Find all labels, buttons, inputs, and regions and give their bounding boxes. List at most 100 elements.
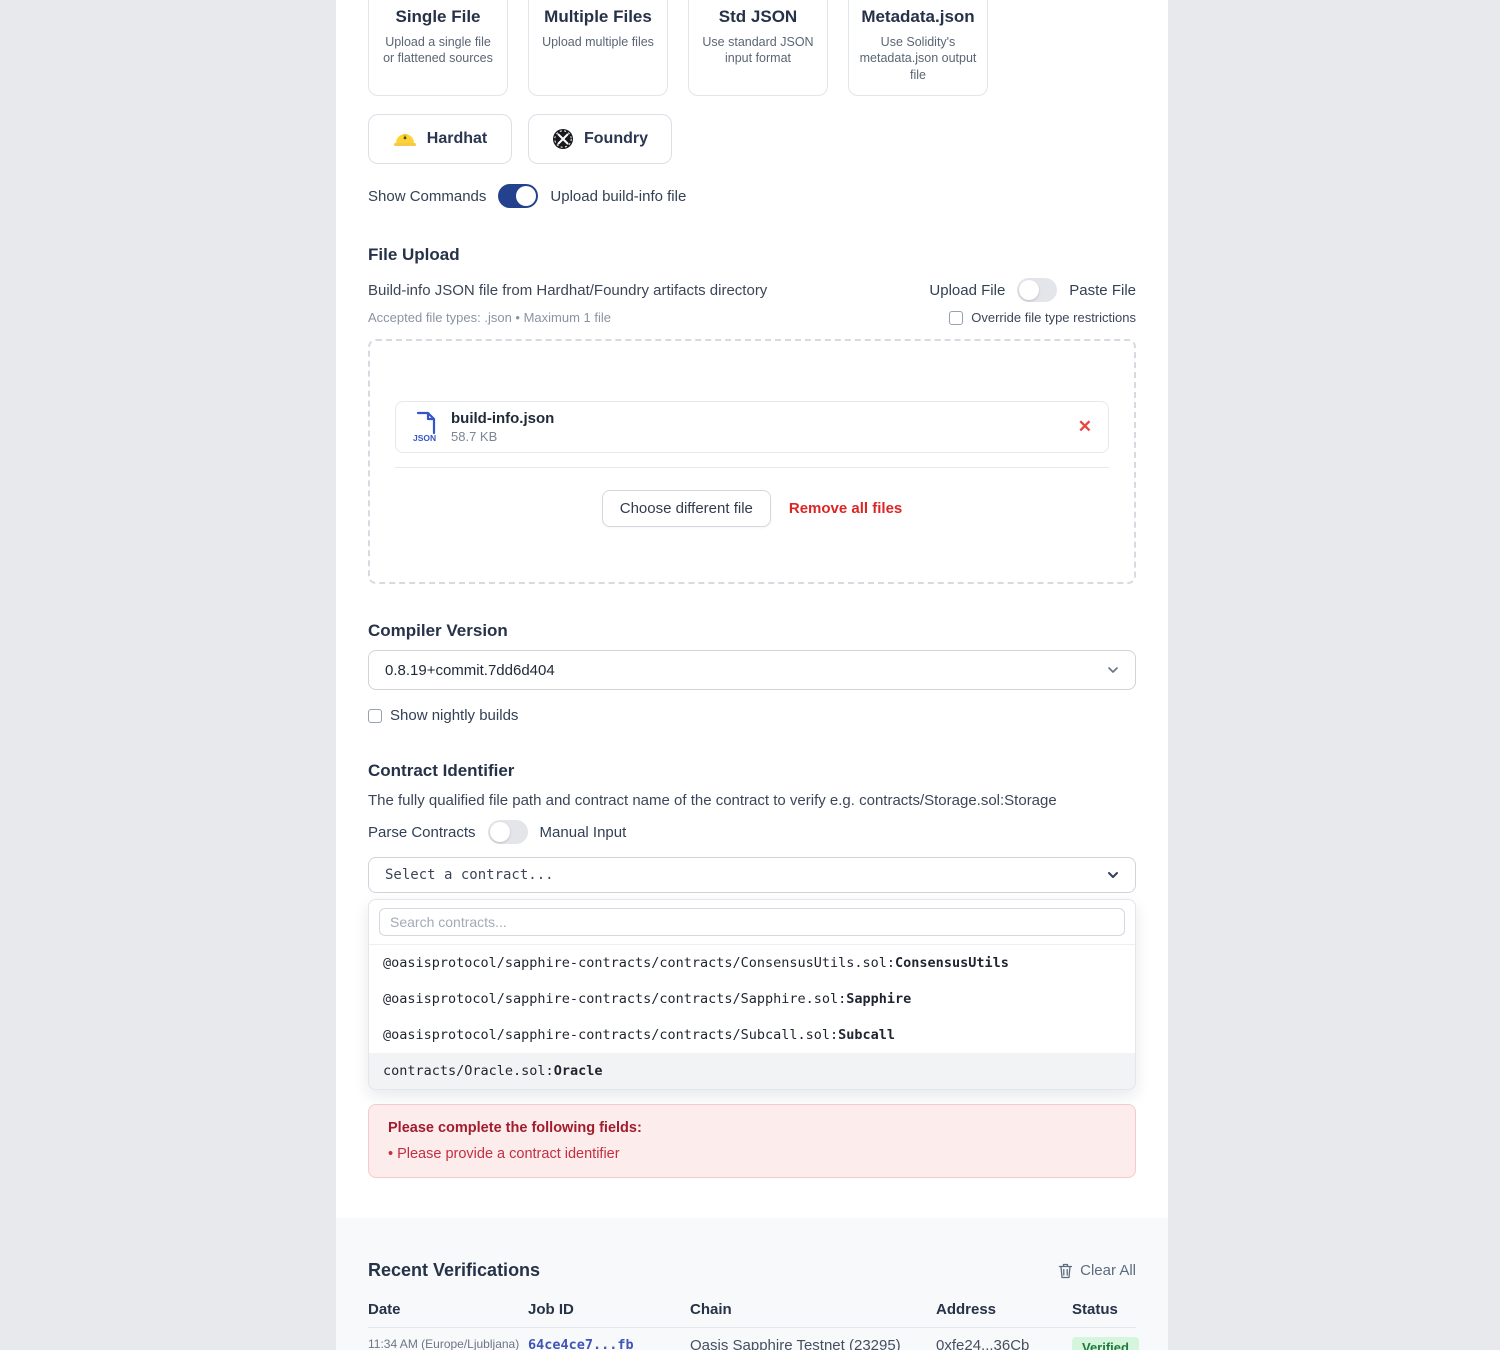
parse-manual-toggle-row: Parse Contracts Manual Input	[368, 820, 1136, 844]
table-row: 11:34 AM (Europe/Ljubljana) 64ce4ce7...fb…	[368, 1328, 1139, 1350]
verification-panel: Single File Upload a single file or flatt…	[336, 0, 1168, 1350]
contract-option-path: @oasisprotocol/sapphire-contracts/contra…	[383, 955, 896, 971]
uploaded-file-item: JSON build-info.json 58.7 KB ✕	[395, 401, 1109, 453]
contract-option[interactable]: @oasisprotocol/sapphire-contracts/contra…	[369, 1017, 1135, 1053]
column-header-status: Status	[1072, 1301, 1118, 1318]
compiler-version-select[interactable]: 0.8.19+commit.7dd6d404	[368, 650, 1136, 690]
framework-label: Hardhat	[426, 130, 488, 147]
show-nightly-builds-label: Show nightly builds	[390, 707, 519, 724]
row-status: Verified	[1072, 1337, 1139, 1350]
row-chain: Oasis Sapphire Testnet (23295)	[690, 1337, 901, 1350]
contract-options-list: @oasisprotocol/sapphire-contracts/contra…	[369, 945, 1135, 1089]
recent-table-body: 11:34 AM (Europe/Ljubljana) 64ce4ce7...fb…	[368, 1328, 1139, 1350]
file-name: build-info.json	[451, 410, 555, 427]
file-dropzone[interactable]: JSON build-info.json 58.7 KB ✕ Choose di…	[368, 339, 1136, 584]
method-card-description: Use Solidity's metadata.json output file	[859, 35, 977, 82]
contract-option[interactable]: @oasisprotocol/sapphire-contracts/contra…	[369, 945, 1135, 981]
column-header-date: Date	[368, 1301, 401, 1318]
row-date: 11:34 AM (Europe/Ljubljana)	[368, 1337, 520, 1350]
contract-identifier-description: The fully qualified file path and contra…	[368, 792, 1057, 809]
column-header-job-id: Job ID	[528, 1301, 574, 1318]
column-header-address: Address	[936, 1301, 997, 1318]
parse-contracts-label: Parse Contracts	[368, 823, 476, 841]
recent-verifications-section: Recent Verifications Clear All Date Job I…	[336, 1218, 1168, 1350]
framework-buttons-row: Hardhat Foundry	[368, 114, 1136, 164]
column-header-chain: Chain	[690, 1301, 732, 1318]
toggle-knob	[489, 822, 510, 842]
svg-text:JSON: JSON	[413, 433, 436, 443]
method-card-title: Multiple Files	[544, 7, 652, 26]
parse-manual-toggle[interactable]	[487, 820, 528, 844]
override-file-type-checkbox[interactable]	[949, 310, 964, 325]
file-upload-title: File Upload	[368, 245, 460, 264]
dropzone-divider	[395, 467, 1109, 468]
contract-option-name: ConsensusUtils	[895, 955, 1009, 971]
contract-option[interactable]: contracts/Oracle.sol: Oracle	[369, 1053, 1135, 1089]
contract-dropdown-panel: @oasisprotocol/sapphire-contracts/contra…	[368, 899, 1136, 1090]
toggle-knob	[1019, 280, 1040, 300]
clear-all-button[interactable]: Clear All	[1058, 1262, 1136, 1279]
contract-search-input[interactable]	[379, 908, 1125, 936]
commands-toggle-row: Show Commands Upload build-info file	[368, 184, 1136, 208]
validation-error-item: • Please provide a contract identifier	[388, 1146, 620, 1162]
contract-option-name: Subcall	[838, 1027, 896, 1043]
method-card-description: Use standard JSON input format	[702, 35, 814, 66]
choose-different-file-button[interactable]: Choose different file	[601, 490, 771, 527]
contract-identifier-title: Contract Identifier	[368, 761, 515, 780]
method-card-single-file[interactable]: Single File Upload a single file or flatt…	[368, 0, 508, 96]
file-size: 58.7 KB	[451, 429, 498, 444]
paste-file-label: Paste File	[1069, 281, 1136, 299]
contract-identifier-section: Contract Identifier The fully qualified …	[368, 761, 1136, 1178]
upload-file-label: Upload File	[929, 281, 1006, 299]
override-file-type-label: Override file type restrictions	[971, 310, 1136, 325]
compiler-version-title: Compiler Version	[368, 621, 508, 640]
contract-select[interactable]: Select a contract...	[368, 857, 1136, 893]
method-cards-row: Single File Upload a single file or flatt…	[368, 0, 1136, 96]
chevron-down-icon	[1108, 872, 1118, 878]
framework-label: Foundry	[584, 130, 648, 147]
accepted-file-types: Accepted file types: .json • Maximum 1 f…	[368, 310, 611, 325]
validation-error-box: Please complete the following fields: • …	[368, 1104, 1136, 1178]
foundry-icon	[553, 129, 573, 149]
show-nightly-builds-checkbox[interactable]	[368, 708, 382, 723]
upload-paste-toggle[interactable]	[1017, 278, 1058, 302]
file-upload-description: Build-info JSON file from Hardhat/Foundr…	[368, 281, 768, 299]
row-job-id-link[interactable]: 64ce4ce7...fb	[528, 1337, 634, 1350]
compiler-version-value: 0.8.19+commit.7dd6d404	[385, 661, 555, 679]
remove-file-icon[interactable]: ✕	[1077, 417, 1092, 436]
method-card-title: Metadata.json	[861, 7, 975, 26]
method-card-std-json[interactable]: Std JSON Use standard JSON input format	[688, 0, 828, 96]
remove-all-files-button[interactable]: Remove all files	[788, 500, 903, 517]
upload-build-info-label: Upload build-info file	[550, 187, 687, 205]
method-card-description: Upload a single file or flattened source…	[383, 35, 493, 66]
status-badge: Verified	[1072, 1337, 1139, 1350]
recent-verifications-title: Recent Verifications	[368, 1260, 541, 1280]
contract-option-name: Sapphire	[846, 991, 912, 1007]
commands-toggle[interactable]	[498, 184, 539, 208]
method-card-description: Upload multiple files	[542, 35, 654, 49]
manual-input-label: Manual Input	[539, 823, 627, 841]
validation-error-title: Please complete the following fields:	[388, 1120, 642, 1136]
contract-select-placeholder: Select a contract...	[385, 867, 554, 883]
toggle-knob	[516, 186, 537, 206]
contract-option[interactable]: @oasisprotocol/sapphire-contracts/contra…	[369, 981, 1135, 1017]
hardhat-icon	[393, 134, 416, 146]
framework-button-foundry[interactable]: Foundry	[528, 114, 672, 164]
clear-all-label: Clear All	[1080, 1262, 1136, 1279]
contract-option-name: Oracle	[553, 1063, 603, 1079]
chevron-down-icon	[1108, 667, 1118, 673]
method-card-title: Single File	[395, 7, 481, 26]
recent-table-header: Date Job ID Chain Address Status	[368, 1301, 1136, 1328]
contract-option-path: @oasisprotocol/sapphire-contracts/contra…	[383, 1027, 839, 1043]
json-file-icon: JSON	[413, 411, 436, 443]
contract-option-path: @oasisprotocol/sapphire-contracts/contra…	[383, 991, 847, 1007]
framework-button-hardhat[interactable]: Hardhat	[368, 114, 512, 164]
method-card-multiple-files[interactable]: Multiple Files Upload multiple files	[528, 0, 668, 96]
validation-error-items: • Please provide a contract identifier	[388, 1146, 1116, 1162]
compiler-version-section: Compiler Version 0.8.19+commit.7dd6d404 …	[368, 621, 1136, 724]
show-commands-label: Show Commands	[368, 187, 487, 205]
file-upload-section: File Upload Build-info JSON file from Ha…	[368, 245, 1136, 584]
trash-icon	[1058, 1263, 1073, 1278]
contract-option-path: contracts/Oracle.sol:	[383, 1063, 554, 1079]
